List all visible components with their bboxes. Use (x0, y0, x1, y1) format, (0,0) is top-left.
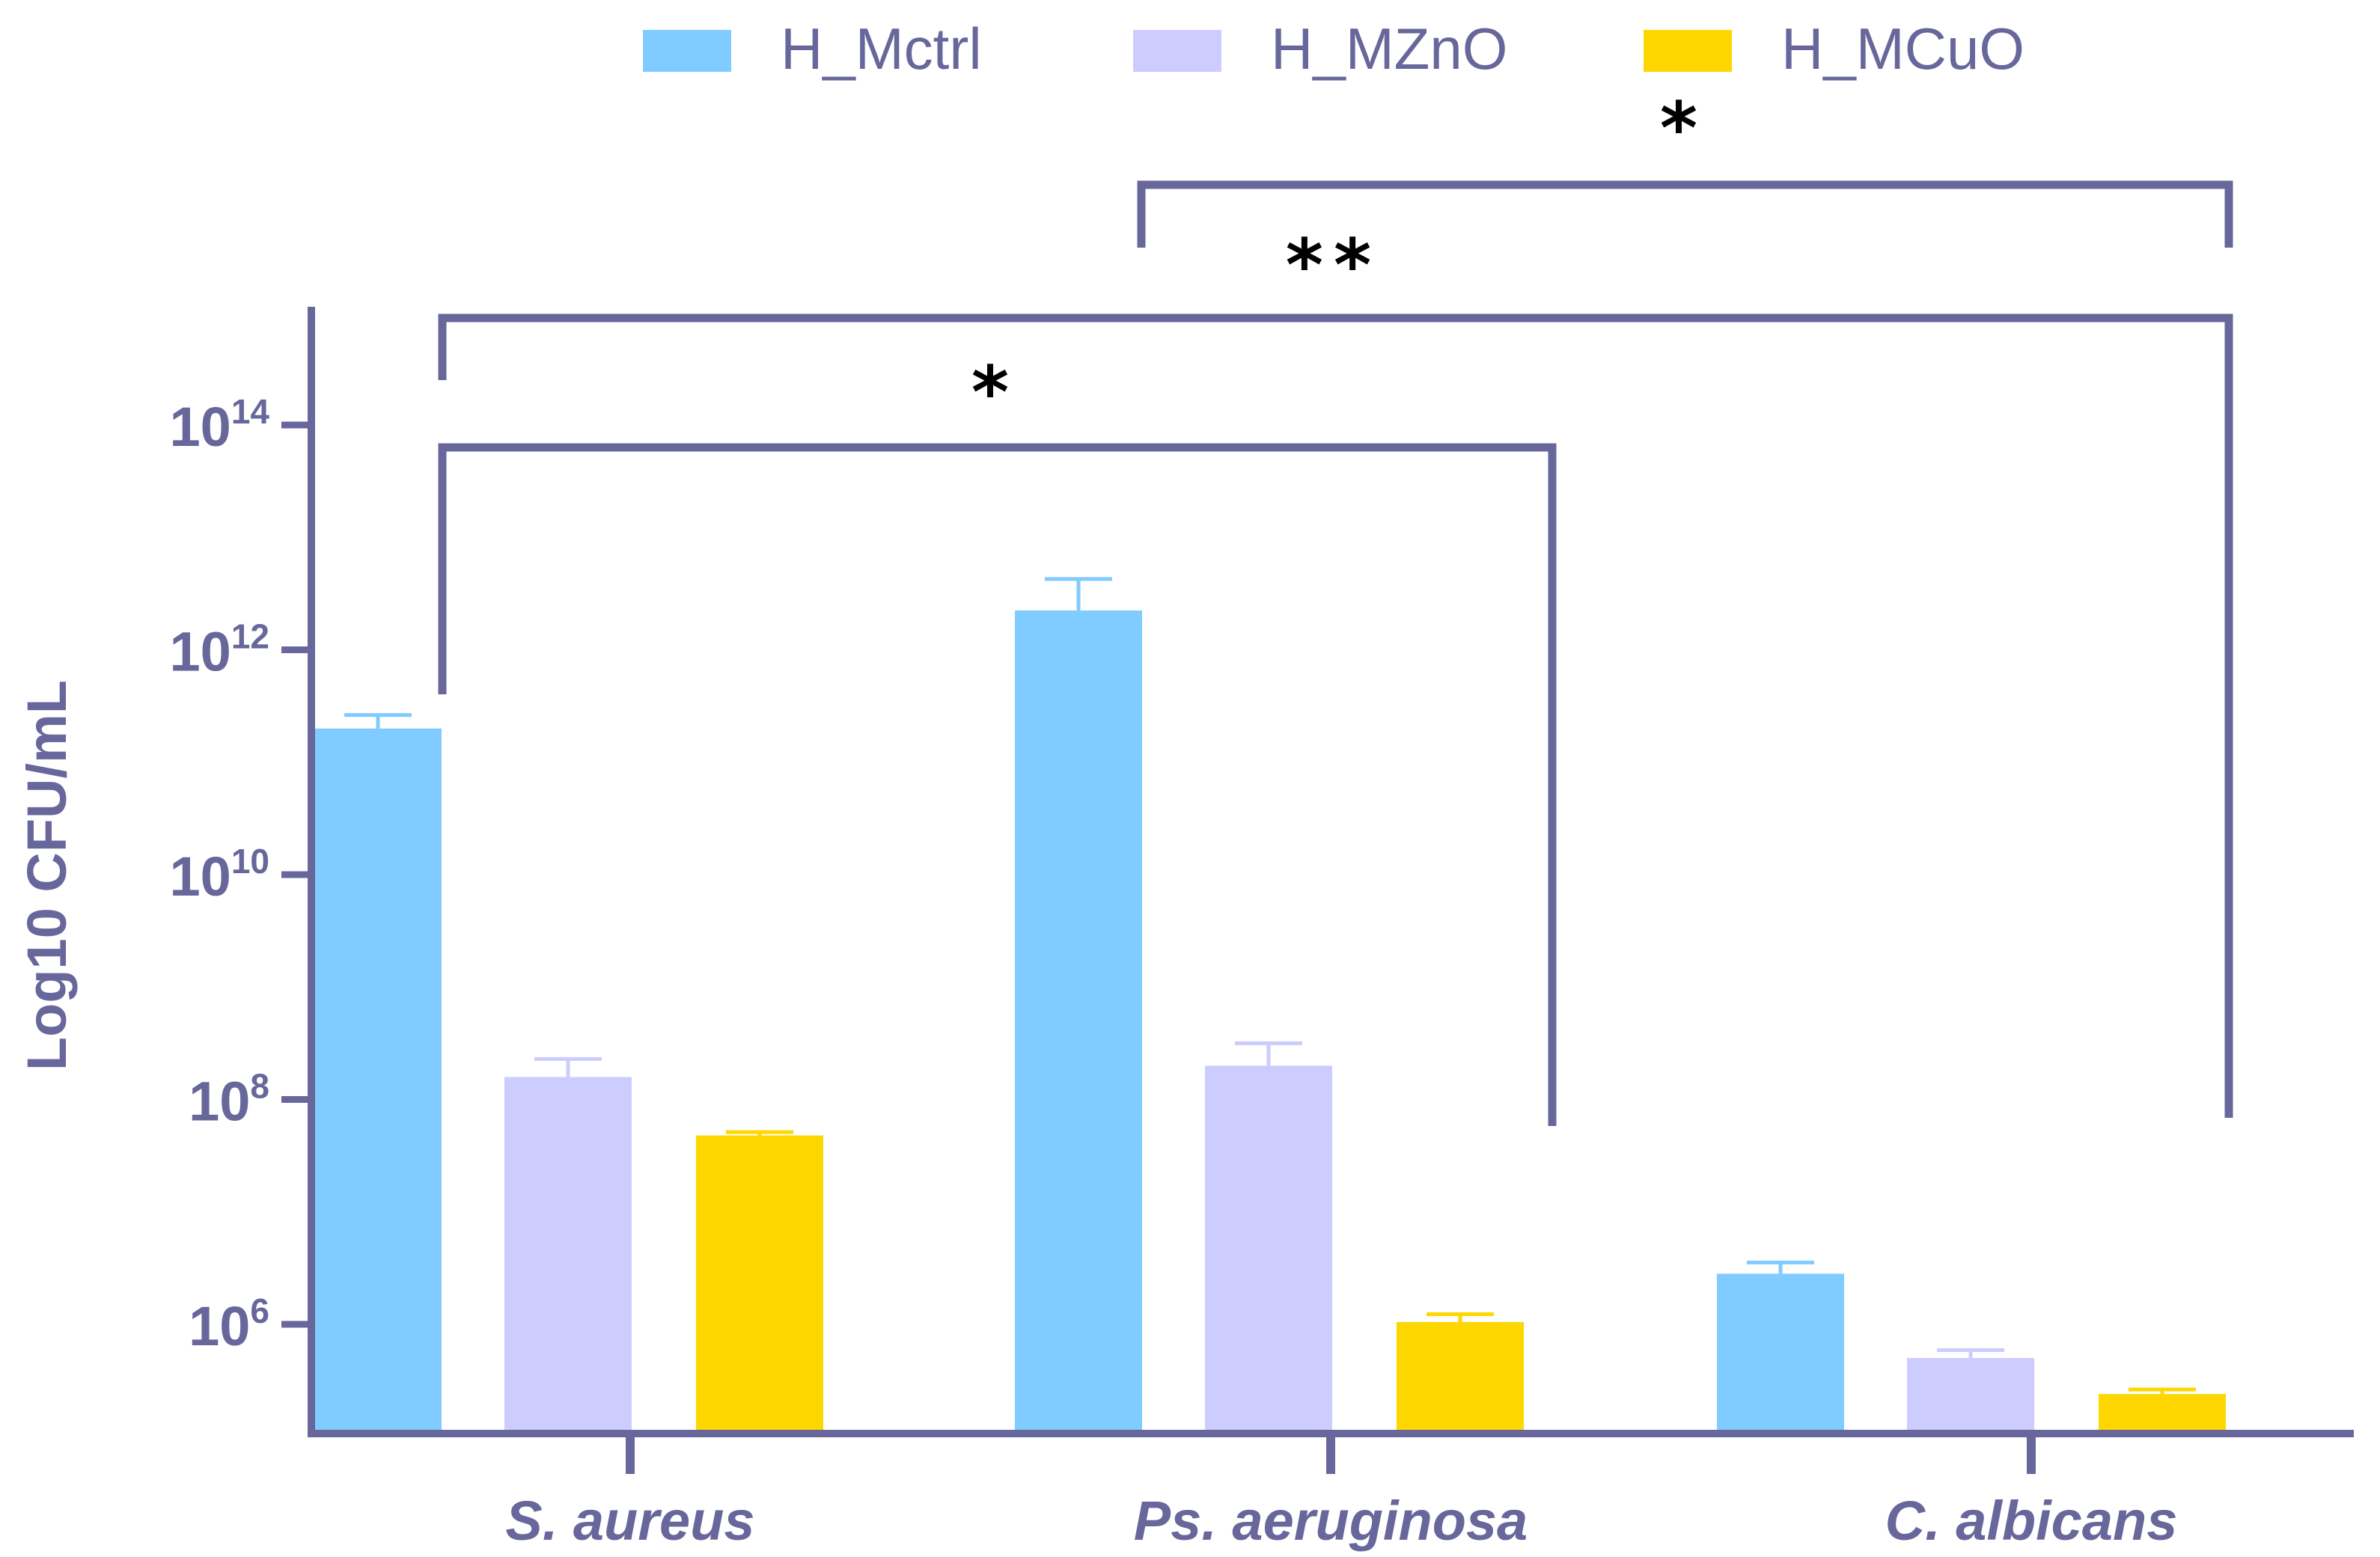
bar-H_MZnO-0 (504, 1077, 632, 1434)
bar-H_Mctrl-1 (1015, 610, 1142, 1434)
x-tick-label: Ps. aeruginosa (1134, 1490, 1528, 1552)
bar-H_MCuO-2 (2099, 1394, 2226, 1434)
significance-bracket (1137, 180, 2233, 248)
significance-brackets: **** (438, 87, 2233, 1126)
bars (314, 577, 2226, 1434)
legend-swatch-H_MZnO (1133, 30, 1221, 72)
significance-label: * (1660, 87, 1708, 171)
y-tick-label: 106 (189, 1291, 269, 1357)
bar-H_MZnO-2 (1907, 1358, 2034, 1434)
y-tick-label: 1014 (170, 392, 270, 458)
bar-H_MZnO-1 (1205, 1065, 1332, 1434)
legend-swatch-H_Mctrl (643, 30, 731, 72)
y-tick-label: 108 (189, 1067, 269, 1133)
x-tick-label: C. albicans (1885, 1490, 2178, 1552)
legend-swatch-H_MCuO (1644, 30, 1732, 72)
significance-bracket (438, 443, 1557, 1126)
y-tick-label: 1012 (170, 617, 269, 683)
bar-H_MCuO-0 (696, 1135, 823, 1434)
legend: H_Mctrl H_MZnO H_MCuO (643, 16, 2024, 82)
significance-label: * (971, 351, 1019, 435)
bar-H_MCuO-1 (1397, 1321, 1524, 1434)
y-tick-label: 1010 (170, 842, 269, 908)
y-axis-label: Log10 CFU/mL (16, 680, 78, 1071)
legend-label: H_MCuO (1781, 16, 2024, 82)
bar-H_Mctrl-2 (1717, 1273, 1844, 1434)
significance-bracket (438, 313, 2233, 1118)
x-tick-label: S. aureus (505, 1490, 754, 1552)
significance-label: ** (1286, 224, 1382, 308)
bar-H_Mctrl-0 (314, 728, 442, 1434)
legend-label: H_Mctrl (781, 16, 982, 82)
legend-label: H_MZnO (1271, 16, 1507, 82)
axes: 106 108 1010 1012 1014 S. aureus Ps. aeruginos… (170, 307, 2354, 1552)
